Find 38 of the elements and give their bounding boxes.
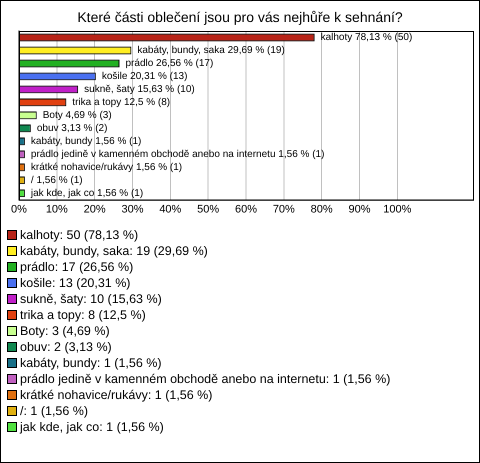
text: krátké nohavice/rukávy: 1 (1,56 %) [20,387,212,403]
text: Boty: 3 (4,69 %) [20,323,110,339]
category-label: Boty 4,69 % (3) [42,110,112,122]
x-tick-label: 80% [310,203,333,216]
x-tick-label: 70% [272,203,296,216]
category-label: prádlo 26,56 % (17) [125,58,214,70]
x-tick-label: 30% [121,203,144,216]
category-label: košile 20,31 % (13) [102,71,188,82]
text: košile: 13 (20,31 %) [20,275,130,291]
text: trika a topy: 8 (12,5 %) [20,307,146,323]
x-tick-label: 50% [197,203,220,216]
x-tick-label: 90% [348,203,371,216]
text: sukně, šaty: 10 (15,63 %) [20,291,162,307]
text: prádlo: 17 (26,56 %) [20,259,134,275]
text: prádlo jedině v kamenném obchodě anebo na internetu: 1 (1,56 %) [20,371,390,387]
x-tick-label: 60% [234,203,258,216]
text: kabáty, bundy, saka: 19 (29,69 %) [20,243,208,259]
category-label: krátké nohavice/rukávy 1,56 % (1) [30,162,182,174]
x-tick-label: 10% [46,203,68,216]
text: kabáty, bundy: 1 (1,56 %) [20,355,162,371]
category-label: trika a topy 12,5 % (8) [72,97,170,108]
text: obuv: 2 (3,13 %) [20,339,112,355]
category-label: kalhoty 78,13 % (50) [320,32,412,44]
x-tick-label: 100% [383,203,412,216]
category-label: kabáty, bundy, saka 29,69 % (19) [137,45,285,56]
category-label: sukně, šaty 15,63 % (10) [84,84,195,96]
category-label: obuv 3,13 % (2) [36,123,108,134]
category-label: jak kde, jak co 1,56 % (1) [30,188,144,200]
text: jak kde, jak co: 1 (1,56 %) [20,419,164,435]
x-tick-label: 20% [84,203,106,216]
category-label: / 1,56 % (1) [30,175,83,186]
text: kalhoty: 50 (78,13 %) [20,227,138,243]
x-tick-label: 40% [159,203,182,216]
category-label: kabáty, bundy 1,56 % (1) [30,136,142,148]
category-label: prádlo jedině v kamenném obchodě anebo na internetu 1,56 % (1) [30,149,324,160]
x-tick-label: 0% [11,203,28,216]
text: /: 1 (1,56 %) [20,403,88,419]
chart-title: Které části oblečení jsou pro vás nejhůře k sehnání? [76,9,404,27]
